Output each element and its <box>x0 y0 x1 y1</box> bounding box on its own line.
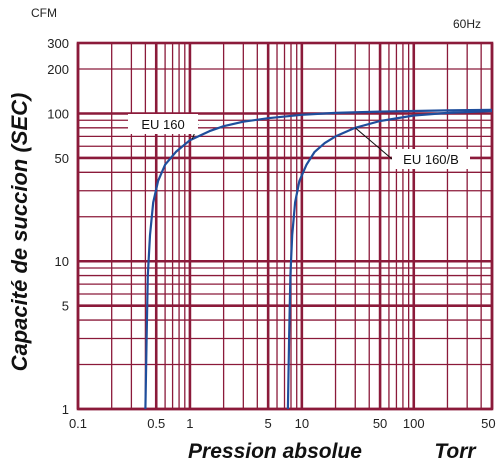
x-tick-label: 10 <box>295 416 309 431</box>
y-tick-label: 300 <box>47 36 69 51</box>
series-label-eu-160-b: EU 160/B <box>403 152 459 167</box>
series-line-eu-160-b <box>286 109 493 410</box>
x-tick-label: 1 <box>186 416 193 431</box>
y-tick-label: 5 <box>62 299 69 314</box>
x-tick-label: 0.5 <box>147 416 165 431</box>
x-tick-label: 0.1 <box>69 416 87 431</box>
x-axis-title: Pression absolue <box>188 440 362 463</box>
x-tick-label: 5 <box>265 416 272 431</box>
tick-labels: 0.1 0.5 1 5 10 50 100 500 1 5 10 50 100 200 300 <box>47 36 496 431</box>
y-axis-title: Capacité de succion (SEC) <box>7 93 32 372</box>
grid <box>76 41 494 411</box>
x-tick-label: 50 <box>373 416 387 431</box>
callout-leader-eu-160-b <box>354 127 393 160</box>
plot-frame <box>76 41 494 411</box>
series-callouts: EU 160 EU 160/B <box>128 114 470 169</box>
x-tick-label: 100 <box>403 416 425 431</box>
series-lines <box>144 108 493 410</box>
y-tick-label: 50 <box>55 151 69 166</box>
y-tick-label: 200 <box>47 62 69 77</box>
frequency-label: 60Hz <box>453 17 481 31</box>
x-tick-label: 500 <box>481 416 496 431</box>
callout-box-eu-160-b <box>392 149 470 169</box>
series-label-eu-160: EU 160 <box>141 117 184 132</box>
series-line-eu-160 <box>144 108 493 410</box>
y-tick-label: 10 <box>55 254 69 269</box>
y-tick-label: 1 <box>62 402 69 417</box>
y-unit-label: CFM <box>31 6 57 20</box>
x-axis-unit: Torr <box>434 440 477 463</box>
y-tick-label: 100 <box>47 106 69 121</box>
callout-box-eu-160 <box>128 114 198 134</box>
